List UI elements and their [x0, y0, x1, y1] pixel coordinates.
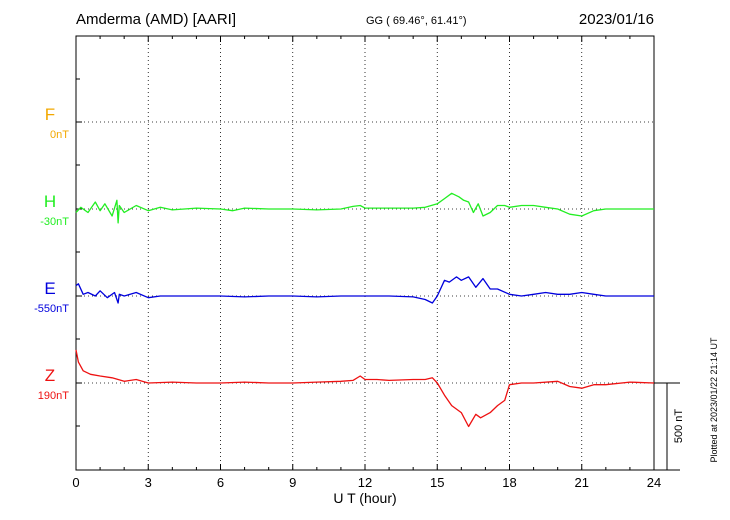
series-baseline-h: -30nT [40, 216, 69, 228]
scale-bar: 500 nT [654, 382, 685, 471]
series-line-h [75, 192, 654, 224]
x-tick-label: 3 [145, 475, 152, 490]
station-title: Amderma (AMD) [AARI] [76, 11, 236, 28]
x-axis-label: U T (hour) [333, 490, 396, 506]
chart-date: 2023/01/16 [579, 11, 654, 28]
series-name-h: H [44, 192, 56, 211]
x-tick-label: 12 [358, 475, 372, 490]
scale-bar-label: 500 nT [673, 409, 685, 444]
plotted-timestamp: Plotted at 2023/01/22 21:14 UT [709, 337, 719, 463]
grid-lines [76, 36, 654, 470]
x-tick-label: 9 [289, 475, 296, 490]
x-tick-label: 18 [502, 475, 516, 490]
station-coordinates: GG ( 69.46°, 61.41°) [366, 15, 467, 27]
series-labels: F 0nT H -30nT E -550nT Z 190nT [34, 105, 69, 402]
series-baseline-z: 190nT [38, 390, 69, 402]
x-tick-label: 21 [575, 475, 589, 490]
x-tick-label: 0 [72, 475, 79, 490]
x-tick-label: 15 [430, 475, 444, 490]
series-name-f: F [45, 105, 55, 124]
series-lines [75, 192, 655, 428]
x-tick-label: 6 [217, 475, 224, 490]
series-name-e: E [44, 279, 55, 298]
x-tick-label: 24 [647, 475, 661, 490]
series-baseline-f: 0nT [50, 129, 69, 141]
series-line-e [75, 276, 654, 304]
axis-ticks: 0 3 6 9 12 15 18 21 24 [72, 36, 661, 490]
series-name-z: Z [45, 366, 55, 385]
series-baseline-e: -550nT [34, 303, 69, 315]
series-line-z [75, 349, 655, 428]
